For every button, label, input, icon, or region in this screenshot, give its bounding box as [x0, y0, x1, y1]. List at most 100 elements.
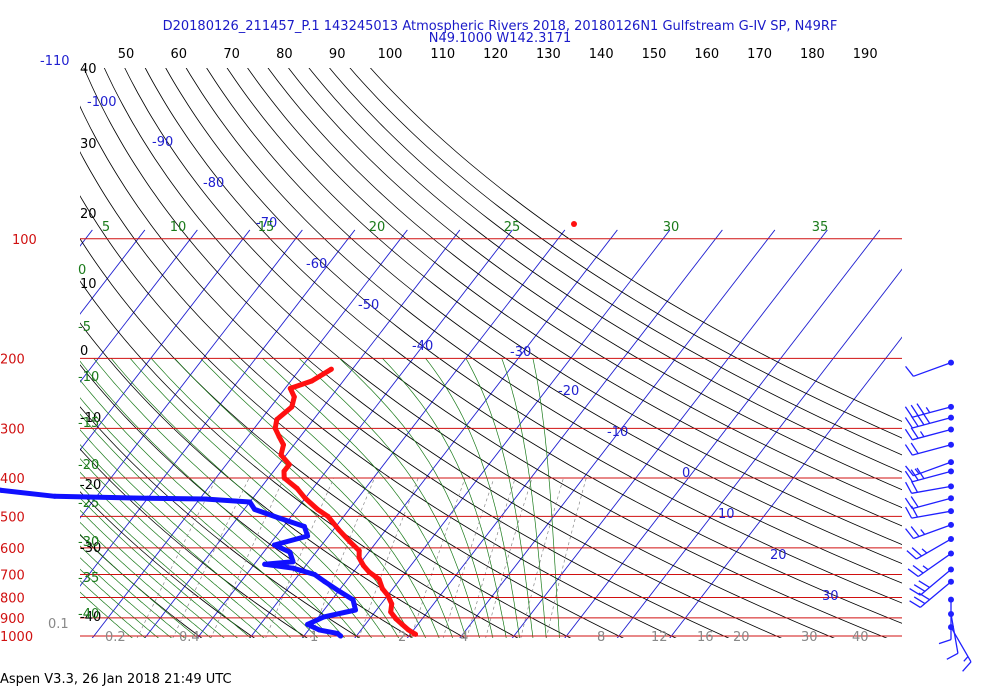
isotherm-line [616, 268, 902, 638]
wind-barb [907, 550, 954, 578]
dry-adiabat-line [329, 68, 902, 456]
top-axis-label: 60 [171, 47, 188, 62]
temperature-profile-point [366, 569, 372, 575]
wind-barb-staff [911, 510, 952, 519]
moist-adiabat-line [80, 484, 252, 638]
wind-barb-flag [910, 404, 919, 417]
temperature-profile-point [413, 631, 418, 637]
moist-adiabat-line [200, 358, 440, 638]
temperature-profile-point [379, 586, 385, 592]
moist-adiabat-label: -20 [78, 458, 99, 473]
mixing-ratio-line [442, 477, 495, 638]
dewpoint-profile-point [0, 487, 4, 493]
moist-adiabat-line [80, 568, 159, 638]
temperature-profile-point [356, 555, 362, 561]
mixing-ratio-line [466, 477, 516, 638]
top-axis-label: 130 [536, 47, 561, 62]
top-axis-label: 140 [589, 47, 614, 62]
mixing-ratio-label: 0.2 [105, 630, 126, 645]
moist-adiabat-line [229, 358, 453, 638]
temperature-profile-point [325, 513, 331, 519]
moist-adiabat-label: 20 [369, 220, 386, 235]
temperature-profile-point [276, 434, 282, 440]
moist-adiabat-line [382, 358, 507, 638]
wind-barb-staff [913, 524, 952, 540]
wind-barb-flag [913, 596, 926, 605]
dry-adiabat-line [103, 68, 835, 638]
mixing-ratio-line [136, 477, 217, 638]
left-axis-label: -10 [80, 411, 101, 426]
dry-adiabat-line [80, 364, 414, 638]
mixing-ratio-label: 1 [310, 630, 318, 645]
dewpoint-profile-point [287, 549, 293, 555]
moist-adiabat-line [80, 545, 186, 638]
mixing-ratio-line [410, 477, 466, 638]
isotherm-line [249, 229, 566, 638]
isotherm-line [196, 229, 513, 638]
dry-adiabat-line [226, 68, 902, 545]
isotherm-label: -20 [558, 384, 579, 399]
dry-adiabat-line [80, 322, 466, 638]
wind-barb-flag [905, 365, 914, 377]
temperature-profile-point [294, 485, 300, 491]
moist-adiabat-line [80, 557, 172, 638]
wind-barb-staff [911, 485, 952, 494]
wind-barb-staff [913, 461, 952, 477]
wind-barb [905, 521, 954, 540]
temperature-profile-point [571, 221, 577, 227]
moist-adiabat-line [80, 458, 278, 638]
moist-adiabat-line [80, 379, 345, 638]
dry-adiabat-line [80, 534, 203, 638]
wind-barb-staff [912, 444, 952, 456]
moist-adiabat-line [339, 358, 494, 638]
wind-barb-flag [905, 506, 913, 519]
chart-title-line2: N49.1000 W142.3171 [429, 31, 572, 46]
left-axis-label: 30 [80, 137, 97, 152]
wind-barb [904, 467, 954, 483]
moist-adiabat-label: -15 [78, 416, 99, 431]
wind-barb-flag [904, 497, 913, 509]
wind-barb-flag [922, 412, 931, 424]
temperature-profile-point [356, 548, 362, 554]
dry-adiabat-line [185, 68, 902, 584]
moist-adiabat-label: 30 [663, 220, 680, 235]
left-axis-label: 40 [80, 62, 97, 77]
top-axis-label: 180 [800, 47, 825, 62]
temperature-profile-point [281, 475, 287, 481]
isotherm-label: -60 [306, 257, 327, 272]
moist-adiabat-label: 25 [504, 220, 521, 235]
dewpoint-profile-point [338, 633, 344, 639]
wind-barb [904, 412, 954, 429]
temperature-profile-point [291, 394, 297, 400]
isotherm-line [80, 229, 251, 451]
top-axis-label: 150 [642, 47, 667, 62]
left-axis-label: -20 [80, 478, 101, 493]
wind-barb [905, 459, 954, 477]
wind-barb-dot [948, 508, 954, 515]
temperature-profile-point [399, 621, 405, 627]
wind-barb-flag [916, 403, 925, 415]
dry-adiabat-line [144, 68, 902, 624]
dewpoint-profile-point [305, 533, 311, 539]
moist-adiabat-line [80, 591, 133, 638]
wind-barb-flag [910, 505, 919, 518]
isotherm-label: -40 [412, 339, 433, 354]
moist-adiabat-label: 0 [78, 263, 86, 278]
dry-adiabat-line [369, 68, 902, 422]
temperature-profile-point [309, 378, 315, 384]
isotherm-line [80, 229, 146, 315]
dry-adiabat-line [80, 280, 519, 638]
moist-adiabat-line [80, 413, 319, 638]
dry-adiabat-line [80, 238, 572, 638]
wind-barb-flag [910, 415, 919, 427]
temperature-profile-point [286, 462, 292, 467]
mixing-ratio-line [546, 477, 587, 638]
isotherm-line [144, 229, 461, 638]
isotherm-line [80, 229, 303, 519]
dry-adiabat-line [308, 68, 902, 473]
moist-adiabat-label: 35 [812, 220, 829, 235]
wind-barb-flag [909, 588, 921, 596]
chart-title-line1: D20180126_211457_P.1 143245013 Atmospher… [163, 19, 838, 34]
wind-barb [938, 596, 954, 645]
isotherm-line [459, 229, 776, 638]
